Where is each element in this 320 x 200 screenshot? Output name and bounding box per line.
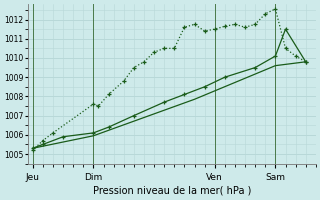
X-axis label: Pression niveau de la mer( hPa ): Pression niveau de la mer( hPa ) bbox=[92, 186, 251, 196]
